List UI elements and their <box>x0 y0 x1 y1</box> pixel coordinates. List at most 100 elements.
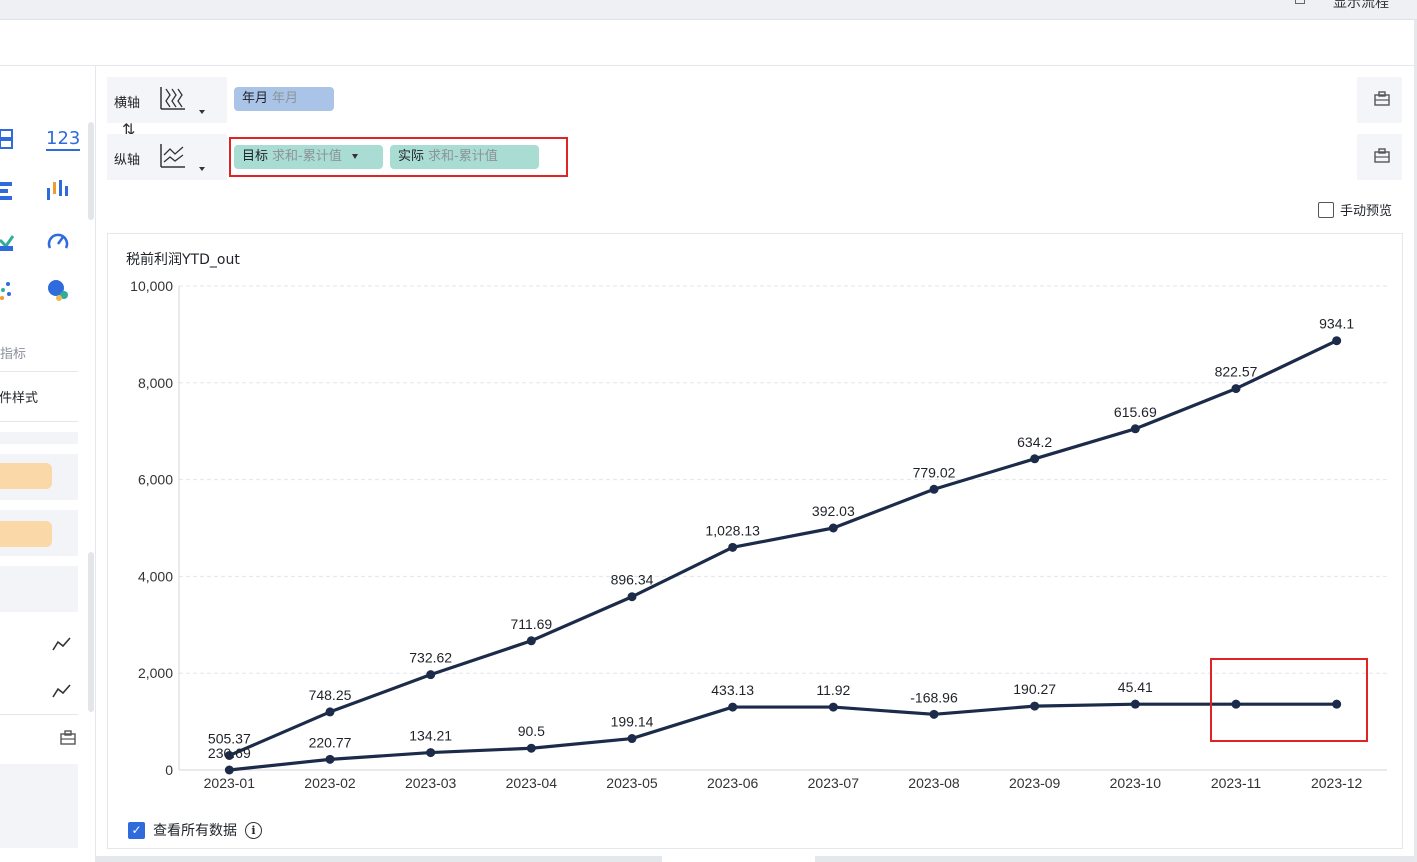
y-field-tag-target[interactable]: 目标 求和-累计值 <box>234 145 383 169</box>
orange-pill-1[interactable] <box>0 463 52 489</box>
top-toolbar: 显示流程 <box>0 0 1417 20</box>
info-icon[interactable]: i <box>245 821 262 839</box>
left-block-4 <box>0 566 78 612</box>
combo-chart-icon[interactable] <box>0 232 14 252</box>
data-point <box>828 702 838 712</box>
x-axis-row: 横轴 年月 年月 <box>107 77 1402 123</box>
y-axis-label: 纵轴 <box>114 153 141 168</box>
data-label: 779.02 <box>913 464 956 480</box>
line-chart: 10,000 8,000 6,000 4,000 2,000 0 2023-01 2023-0… <box>130 278 1387 791</box>
left-block-1 <box>0 432 78 444</box>
data-label: 711.69 <box>510 616 552 632</box>
bottom-tab-2[interactable] <box>815 856 1414 862</box>
data-label: 896.34 <box>611 572 654 588</box>
data-point <box>1332 699 1342 709</box>
data-label: 1,028.13 <box>705 522 760 538</box>
y-field-target-name: 目标 <box>242 149 269 164</box>
data-point <box>325 707 335 717</box>
data-point <box>728 542 738 552</box>
data-label: 11.92 <box>816 682 850 698</box>
y-axis-type-icon[interactable] <box>159 143 187 169</box>
y-axis-dropdown-caret[interactable] <box>199 167 205 171</box>
left-scrollbar-bottom[interactable] <box>88 552 94 712</box>
x-field-name: 年月 <box>242 91 269 106</box>
series-line-1 <box>228 339 1338 757</box>
y-field-tag-actual[interactable]: 实际 求和-累计值 <box>390 145 539 169</box>
right-edge-scrollbar <box>1414 20 1417 862</box>
kpi-number-text: 123 <box>46 128 81 151</box>
data-label: 190.27 <box>1013 681 1056 697</box>
line-style-icon-2[interactable] <box>52 683 72 699</box>
data-label: 45.41 <box>1118 679 1153 695</box>
data-label: 230.69 <box>208 745 251 761</box>
data-point <box>426 748 436 758</box>
data-point <box>1030 454 1040 464</box>
x-field-tag[interactable]: 年月 年月 <box>234 87 334 111</box>
view-all-data-label: 查看所有数据 <box>153 823 237 839</box>
table-chart-icon[interactable] <box>0 128 14 150</box>
data-label: 732.62 <box>409 650 452 666</box>
data-point <box>1231 699 1241 709</box>
show-flow-link[interactable]: 显示流程 <box>1333 0 1389 11</box>
left-scrollbar-top[interactable] <box>88 122 94 220</box>
left-divider-3 <box>0 714 78 715</box>
y-axis-row: 纵轴 目标 求和-累计值 实际 求和-累计值 <box>107 134 1402 180</box>
y-axis-dropzone[interactable]: 目标 求和-累计值 实际 求和-累计值 <box>227 134 1357 180</box>
x-tick-label: 2023-06 <box>707 775 759 791</box>
x-axis-dropzone[interactable]: 年月 年月 <box>227 77 1357 123</box>
x-axis-label: 横轴 <box>114 96 141 111</box>
data-point <box>426 670 436 680</box>
series-line-2 <box>229 702 1337 772</box>
x-axis-dropdown-caret[interactable] <box>199 110 205 114</box>
data-label: 615.69 <box>1114 404 1157 420</box>
y-tick-label: 2,000 <box>138 665 173 681</box>
chart-title: 税前利润YTD_out <box>126 252 240 268</box>
data-label: 90.5 <box>518 723 545 739</box>
data-label: 392.03 <box>812 503 855 519</box>
section-label: 指标 <box>0 347 27 362</box>
data-point <box>929 709 939 719</box>
data-label: 748.25 <box>309 687 352 703</box>
data-point <box>1030 701 1040 711</box>
y-tick-label: 0 <box>165 762 173 778</box>
data-point <box>728 702 738 712</box>
x-tick-label: 2023-10 <box>1110 775 1162 791</box>
kpi-number-icon[interactable]: 123 <box>46 128 81 151</box>
data-point <box>1130 699 1140 709</box>
data-label: 934.1 <box>1319 316 1354 332</box>
bar-chart-icon[interactable] <box>0 180 14 202</box>
left-divider-1 <box>0 371 78 372</box>
view-all-data-checkbox[interactable]: ✓ <box>128 821 145 839</box>
orange-pill-2[interactable] <box>0 521 52 547</box>
x-tick-label: 2023-03 <box>405 775 457 791</box>
y-axis-settings-icon[interactable] <box>1374 148 1390 164</box>
y-tick-label: 8,000 <box>138 375 173 391</box>
x-tick-label: 2023-11 <box>1211 775 1262 791</box>
bottom-tab-1[interactable] <box>96 856 662 862</box>
settings-box-icon[interactable] <box>60 730 76 746</box>
bubble-chart-icon[interactable] <box>46 278 72 304</box>
data-point <box>1130 424 1140 434</box>
data-point <box>627 734 637 744</box>
manual-preview-checkbox[interactable] <box>1318 201 1334 218</box>
data-label: 433.13 <box>711 682 754 698</box>
data-point <box>1231 384 1241 394</box>
flow-icon[interactable] <box>1295 0 1305 4</box>
line-style-icon-1[interactable] <box>52 636 72 652</box>
x-axis-type-icon[interactable] <box>159 86 187 110</box>
scatter-chart-icon[interactable] <box>0 280 14 302</box>
x-tick-label: 2023-05 <box>606 775 658 791</box>
waterfall-chart-icon[interactable] <box>46 178 72 202</box>
x-tick-label: 2023-09 <box>1009 775 1061 791</box>
gauge-chart-icon[interactable] <box>46 230 70 254</box>
data-point <box>325 754 335 764</box>
view-all-data-toggle[interactable]: ✓ 查看所有数据 i <box>128 820 262 840</box>
data-label: -168.96 <box>910 689 958 705</box>
y-field-target-dropdown-icon[interactable] <box>351 154 358 159</box>
manual-preview-toggle[interactable]: 手动预览 <box>1318 200 1392 219</box>
style-tab-label[interactable]: 组件样式 <box>0 391 39 406</box>
data-point <box>828 523 838 533</box>
data-point <box>224 750 234 760</box>
x-tick-label: 2023-08 <box>908 775 960 791</box>
x-axis-settings-icon[interactable] <box>1374 91 1390 107</box>
